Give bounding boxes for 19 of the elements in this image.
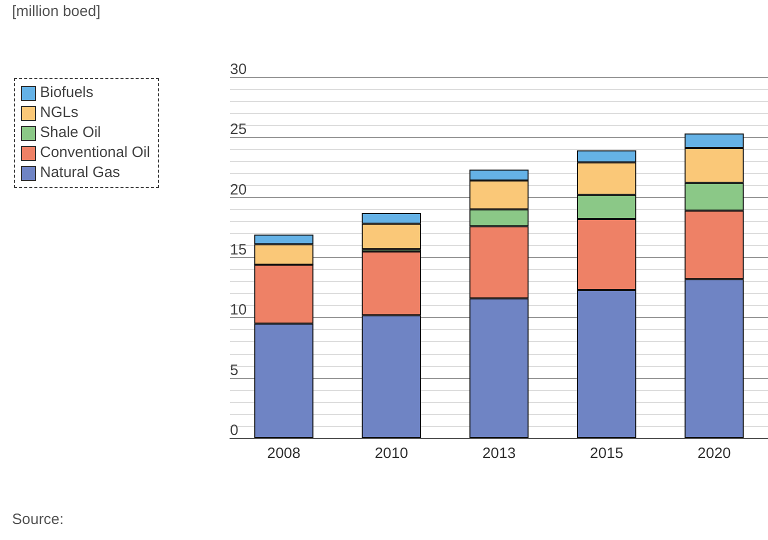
text: [million boed] [12,3,100,20]
y-tick-label: 10 [230,302,247,319]
y-tick-label: 20 [230,181,247,198]
y-tick-label: 30 [230,61,247,78]
legend-label: NGLs [40,103,78,123]
y-tick-label: 15 [230,242,247,258]
y-tick-label: 25 [230,121,247,138]
legend-label: Biofuels [40,83,94,103]
x-tick-label: 2020 [698,445,731,462]
legend-label: Natural Gas [40,163,120,183]
x-tick-label: 2013 [482,445,516,462]
legend-label: Shale Oil [40,123,101,143]
x-tick-label: 2008 [267,445,300,462]
y-tick-label: 0 [230,422,238,439]
legend-label: Conventional Oil [40,143,150,163]
x-tick-label: 2015 [590,445,624,462]
y-tick-label: 5 [230,362,238,379]
x-tick-label: 2010 [374,445,408,462]
source-note: Source: [12,511,64,528]
